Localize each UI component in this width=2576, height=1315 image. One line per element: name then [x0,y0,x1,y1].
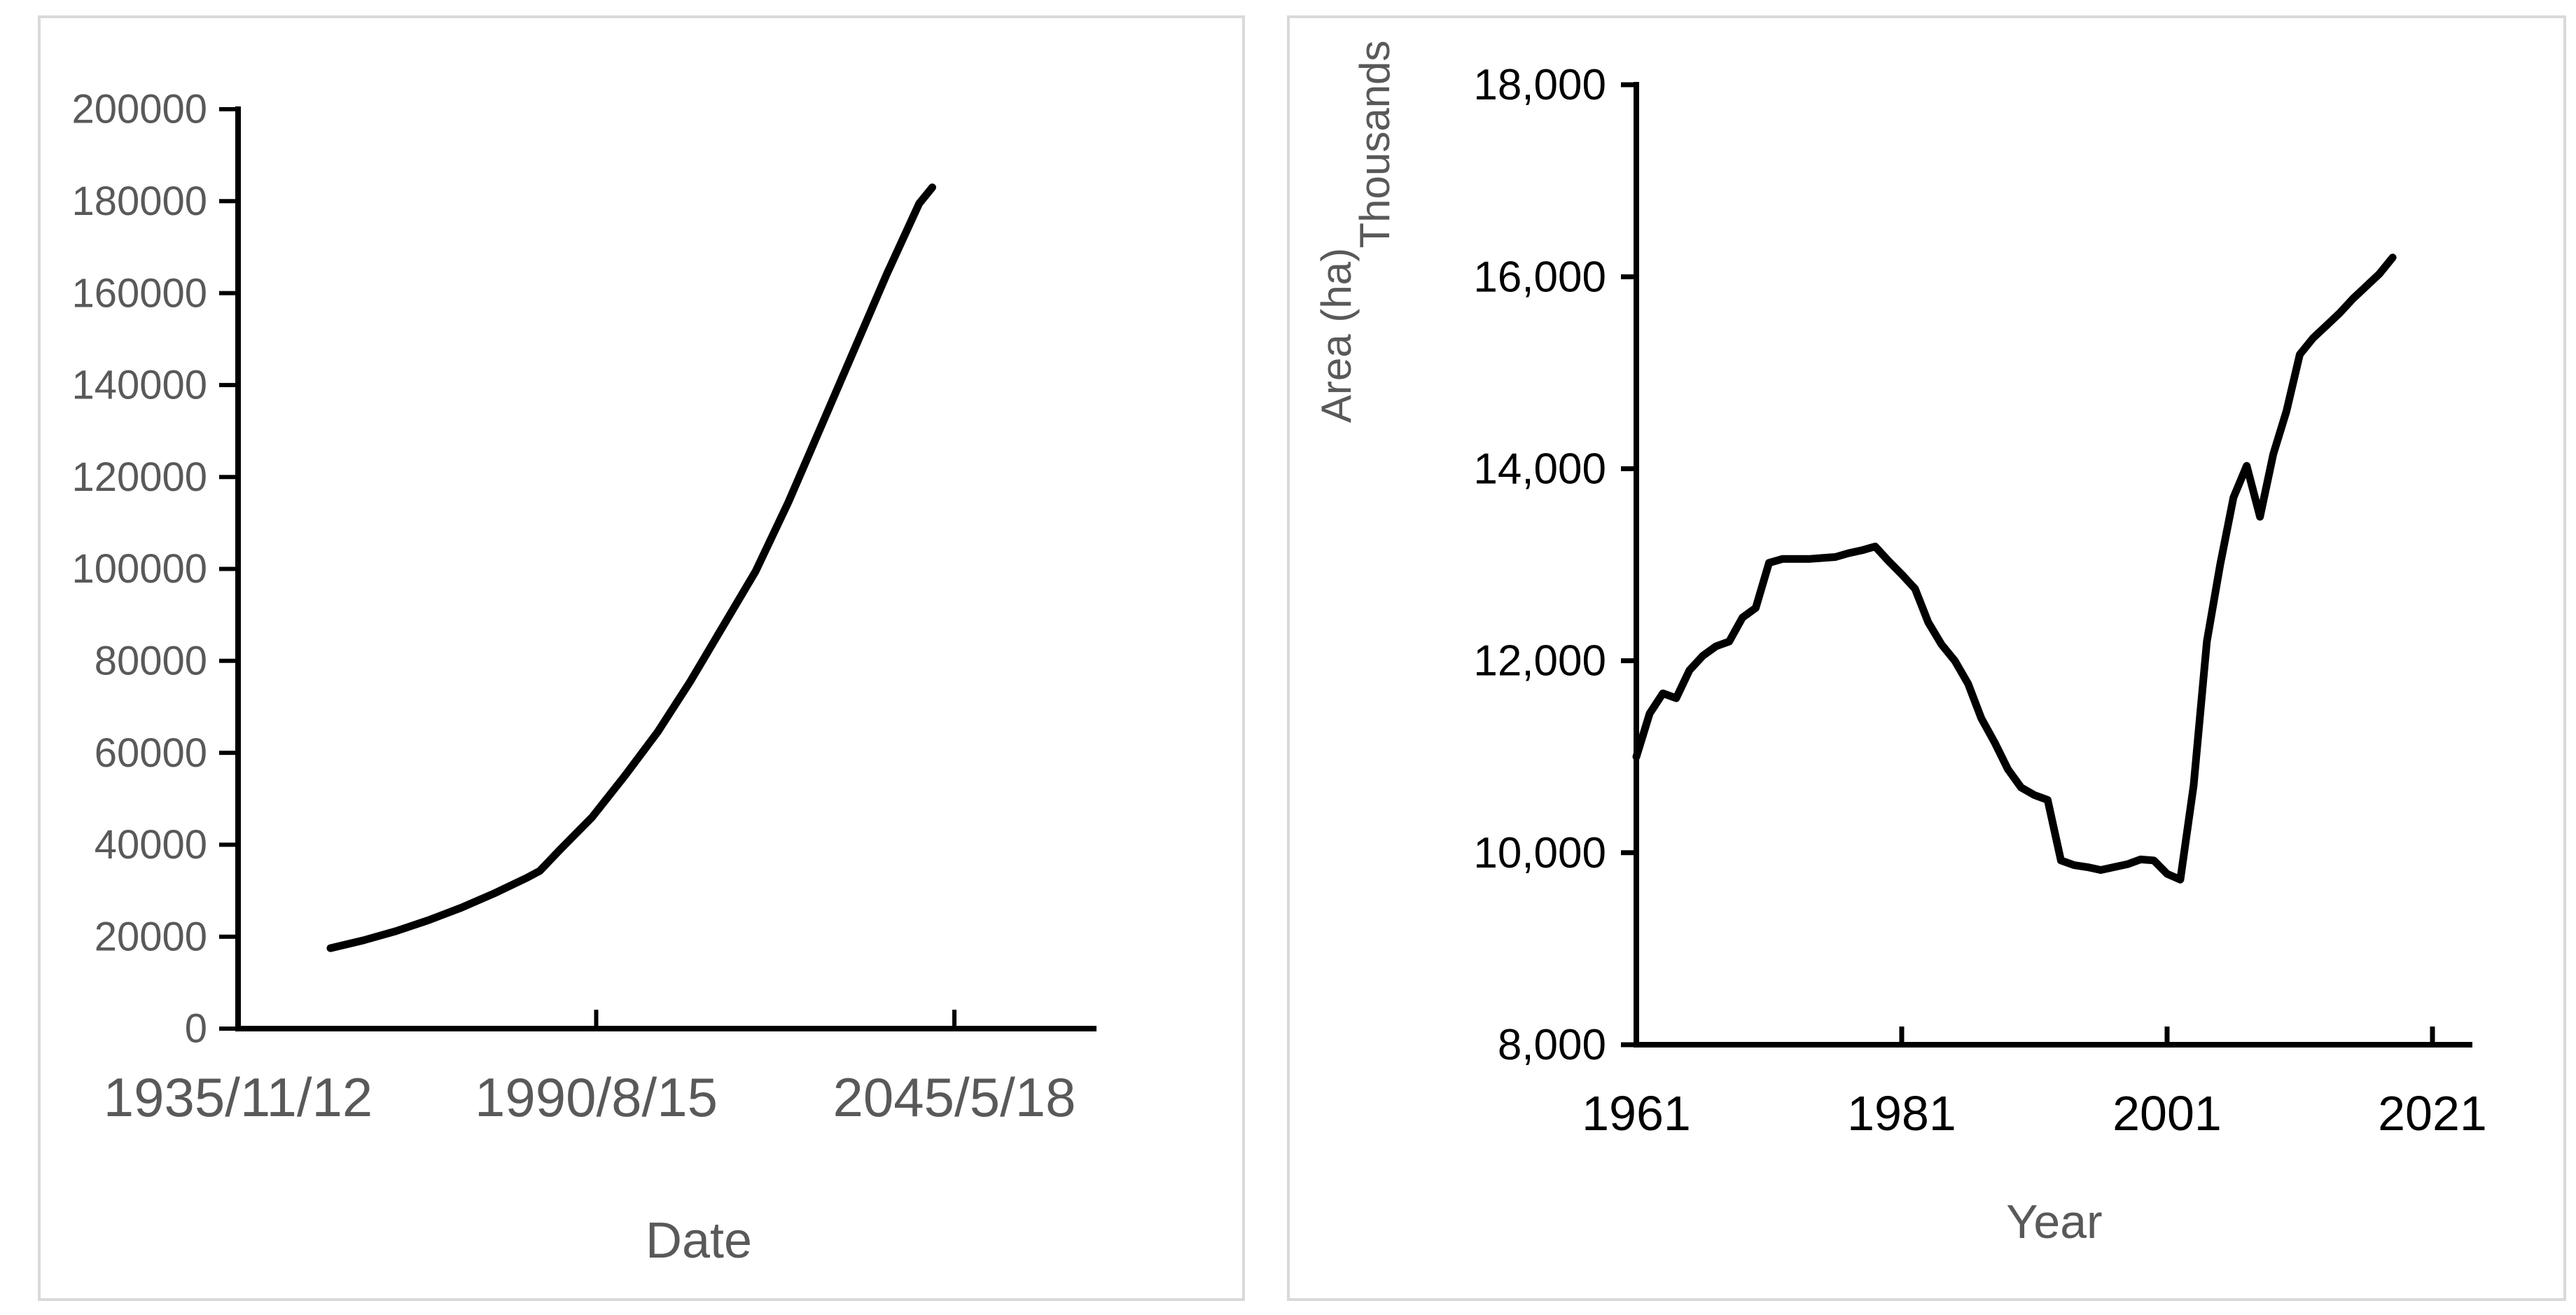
y-axis-tick-label: 10,000 [1473,829,1606,877]
y-axis-tick-label: 16,000 [1473,253,1606,301]
y-axis-tick-label: 200000 [71,87,207,132]
y-axis-tick-label: 0 [185,1006,207,1052]
y-axis-tick-label: 160000 [71,270,207,316]
y-axis-tick-label: 20000 [95,914,207,959]
y-axis-tick-label: 40000 [95,822,207,868]
data-series-line [326,183,936,952]
x-axis-tick-label: 2021 [2378,1086,2487,1141]
y-axis-tick-label: 100000 [71,546,207,592]
right-line-chart: 8,000 10,000 12,000 14,000 16,000 18,000 1961 1… [1313,41,2487,1248]
x-axis-title: Year [2006,1195,2102,1248]
x-axis-tick-label: 1981 [1847,1086,1956,1141]
y-axis-tick-label: 12,000 [1473,637,1606,686]
y-axis-tick-label: 180000 [71,179,207,224]
y-axis-tick-label: 60000 [95,730,207,776]
y-axis-tick-label: 80000 [95,639,207,684]
y-axis-title: Area (ha) [1313,248,1360,423]
left-chart-panel: 0 20000 40000 60000 80000 100000 120000 140000 1… [38,15,1245,1301]
right-chart-panel: 8,000 10,000 12,000 14,000 16,000 18,000 1961 1… [1287,15,2566,1301]
x-axis-tick-label: 2045/5/18 [833,1066,1076,1128]
x-axis-tick-label: 1961 [1582,1086,1691,1141]
x-axis-tick-label: 1990/8/15 [475,1066,718,1128]
y-axis-tick-label: 8,000 [1498,1021,1606,1069]
data-series-line [1632,253,2397,884]
x-axis-tick-label: 1935/11/12 [104,1066,373,1128]
left-line-chart: 0 20000 40000 60000 80000 100000 120000 140000 1… [71,87,1096,1269]
y-axis-units-label: Thousands [1351,41,1398,249]
y-axis-tick-label: 18,000 [1473,61,1606,109]
x-axis-title: Date [646,1213,752,1269]
y-axis-tick-label: 14,000 [1473,445,1606,493]
y-axis-tick-label: 120000 [71,454,207,500]
x-axis-tick-label: 2001 [2112,1086,2222,1141]
y-axis-tick-label: 140000 [71,363,207,408]
